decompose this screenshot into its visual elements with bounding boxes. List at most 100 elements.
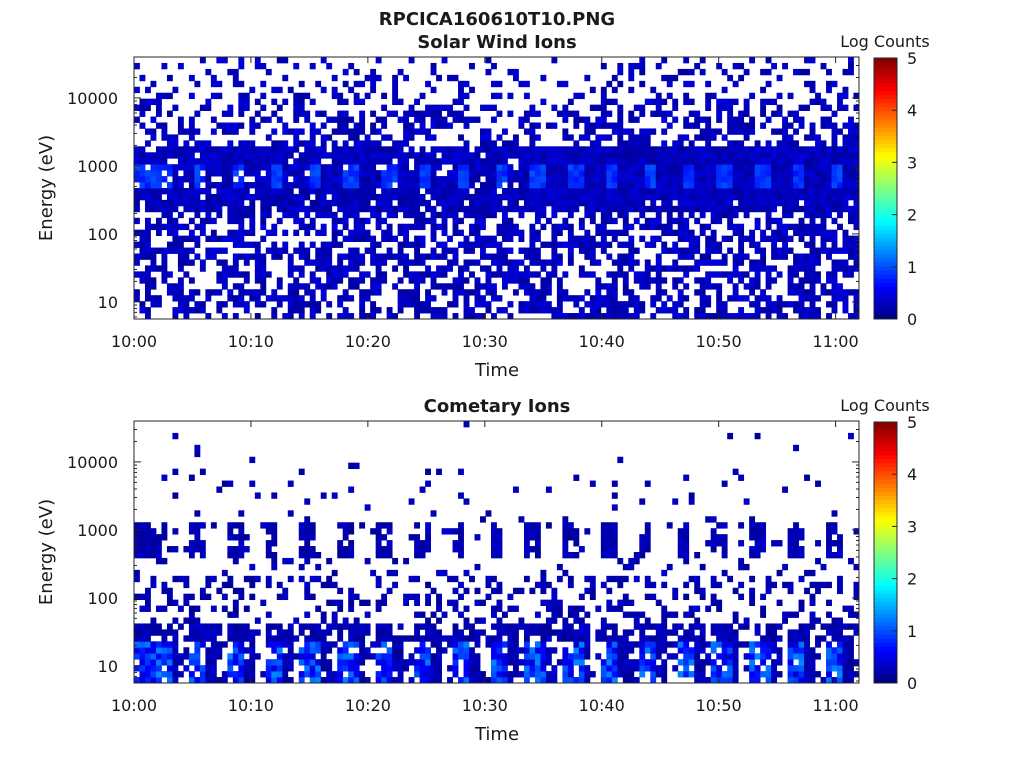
heatmap-cell: [145, 546, 151, 552]
heatmap-cell: [815, 200, 821, 206]
heatmap-cell: [524, 200, 530, 206]
heatmap-cell: [211, 152, 217, 158]
heatmap-cell: [546, 182, 552, 188]
heatmap-cell: [601, 170, 607, 176]
heatmap-cell: [442, 570, 448, 576]
heatmap-cell: [672, 307, 678, 313]
heatmap-cell: [156, 200, 162, 206]
heatmap-cell: [139, 182, 145, 188]
heatmap-cell: [233, 659, 239, 665]
heatmap-cell: [172, 134, 178, 140]
heatmap-cell: [475, 618, 481, 624]
heatmap-cell: [535, 170, 541, 176]
heatmap-cell: [337, 182, 343, 188]
heatmap-cell: [606, 194, 612, 200]
heatmap-cell: [639, 146, 645, 152]
heatmap-cell: [337, 629, 343, 635]
heatmap-cell: [365, 647, 371, 653]
heatmap-cell: [425, 254, 431, 260]
heatmap-cell: [639, 623, 645, 629]
heatmap-cell: [650, 182, 656, 188]
heatmap-cell: [205, 647, 211, 653]
heatmap-cell: [480, 200, 486, 206]
heatmap-cell: [211, 128, 217, 134]
heatmap-cell: [431, 254, 437, 260]
heatmap-cell: [628, 677, 634, 683]
heatmap-cell: [464, 206, 470, 212]
heatmap-cell: [293, 277, 299, 283]
heatmap-cell: [304, 635, 310, 641]
heatmap-cell: [606, 307, 612, 313]
heatmap-cell: [700, 277, 706, 283]
heatmap-cell: [150, 194, 156, 200]
heatmap-cell: [337, 540, 343, 546]
heatmap-cell: [810, 206, 816, 212]
heatmap-cell: [590, 87, 596, 93]
heatmap-cell: [293, 635, 299, 641]
heatmap-cell: [623, 594, 629, 600]
heatmap-cell: [788, 188, 794, 194]
heatmap-cell: [156, 123, 162, 129]
heatmap-cell: [661, 606, 667, 612]
heatmap-cell: [700, 301, 706, 307]
heatmap-cell: [799, 152, 805, 158]
heatmap-cell: [551, 313, 557, 319]
heatmap-cell: [562, 176, 568, 182]
heatmap-cell: [167, 588, 173, 594]
heatmap-cell: [332, 271, 338, 277]
heatmap-cell: [782, 248, 788, 254]
heatmap-cell: [326, 659, 332, 665]
heatmap-cell: [178, 123, 184, 129]
heatmap-cell: [304, 289, 310, 295]
heatmap-cell: [244, 289, 250, 295]
heatmap-cell: [722, 105, 728, 111]
heatmap-cell: [529, 546, 535, 552]
heatmap-cell: [821, 242, 827, 248]
heatmap-cell: [431, 277, 437, 283]
heatmap-cell: [579, 152, 585, 158]
heatmap-cell: [595, 653, 601, 659]
heatmap-cell: [815, 93, 821, 99]
heatmap-cell: [606, 600, 612, 606]
heatmap-cell: [623, 188, 629, 194]
heatmap-cell: [551, 265, 557, 271]
heatmap-cell: [403, 111, 409, 117]
heatmap-cell: [315, 283, 321, 289]
heatmap-cell: [255, 289, 261, 295]
heatmap-cell: [540, 259, 546, 265]
heatmap-cell: [376, 552, 382, 558]
heatmap-cell: [573, 152, 579, 158]
heatmap-cell: [348, 540, 354, 546]
heatmap-cell: [277, 671, 283, 677]
heatmap-cell: [233, 629, 239, 635]
heatmap-cell: [766, 146, 772, 152]
heatmap-cell: [238, 111, 244, 117]
heatmap-cell: [716, 212, 722, 218]
heatmap-cell: [343, 212, 349, 218]
heatmap-cell: [612, 552, 618, 558]
heatmap-cell: [513, 188, 519, 194]
heatmap-cell: [760, 164, 766, 170]
heatmap-cell: [282, 75, 288, 81]
heatmap-cell: [475, 164, 481, 170]
heatmap-cell: [672, 105, 678, 111]
heatmap-cell: [700, 170, 706, 176]
heatmap-cell: [623, 641, 629, 647]
heatmap-cell: [601, 176, 607, 182]
heatmap-cell: [782, 140, 788, 146]
heatmap-cell: [453, 659, 459, 665]
heatmap-cell: [354, 212, 360, 218]
heatmap-cell: [689, 164, 695, 170]
heatmap-cell: [277, 206, 283, 212]
heatmap-cell: [321, 582, 327, 588]
heatmap-cell: [447, 641, 453, 647]
heatmap-cell: [661, 176, 667, 182]
heatmap-cell: [810, 146, 816, 152]
heatmap-cell: [766, 271, 772, 277]
heatmap-cell: [200, 546, 206, 552]
heatmap-cell: [667, 653, 673, 659]
heatmap-cell: [546, 623, 552, 629]
heatmap-cell: [645, 546, 651, 552]
heatmap-cell: [749, 230, 755, 236]
